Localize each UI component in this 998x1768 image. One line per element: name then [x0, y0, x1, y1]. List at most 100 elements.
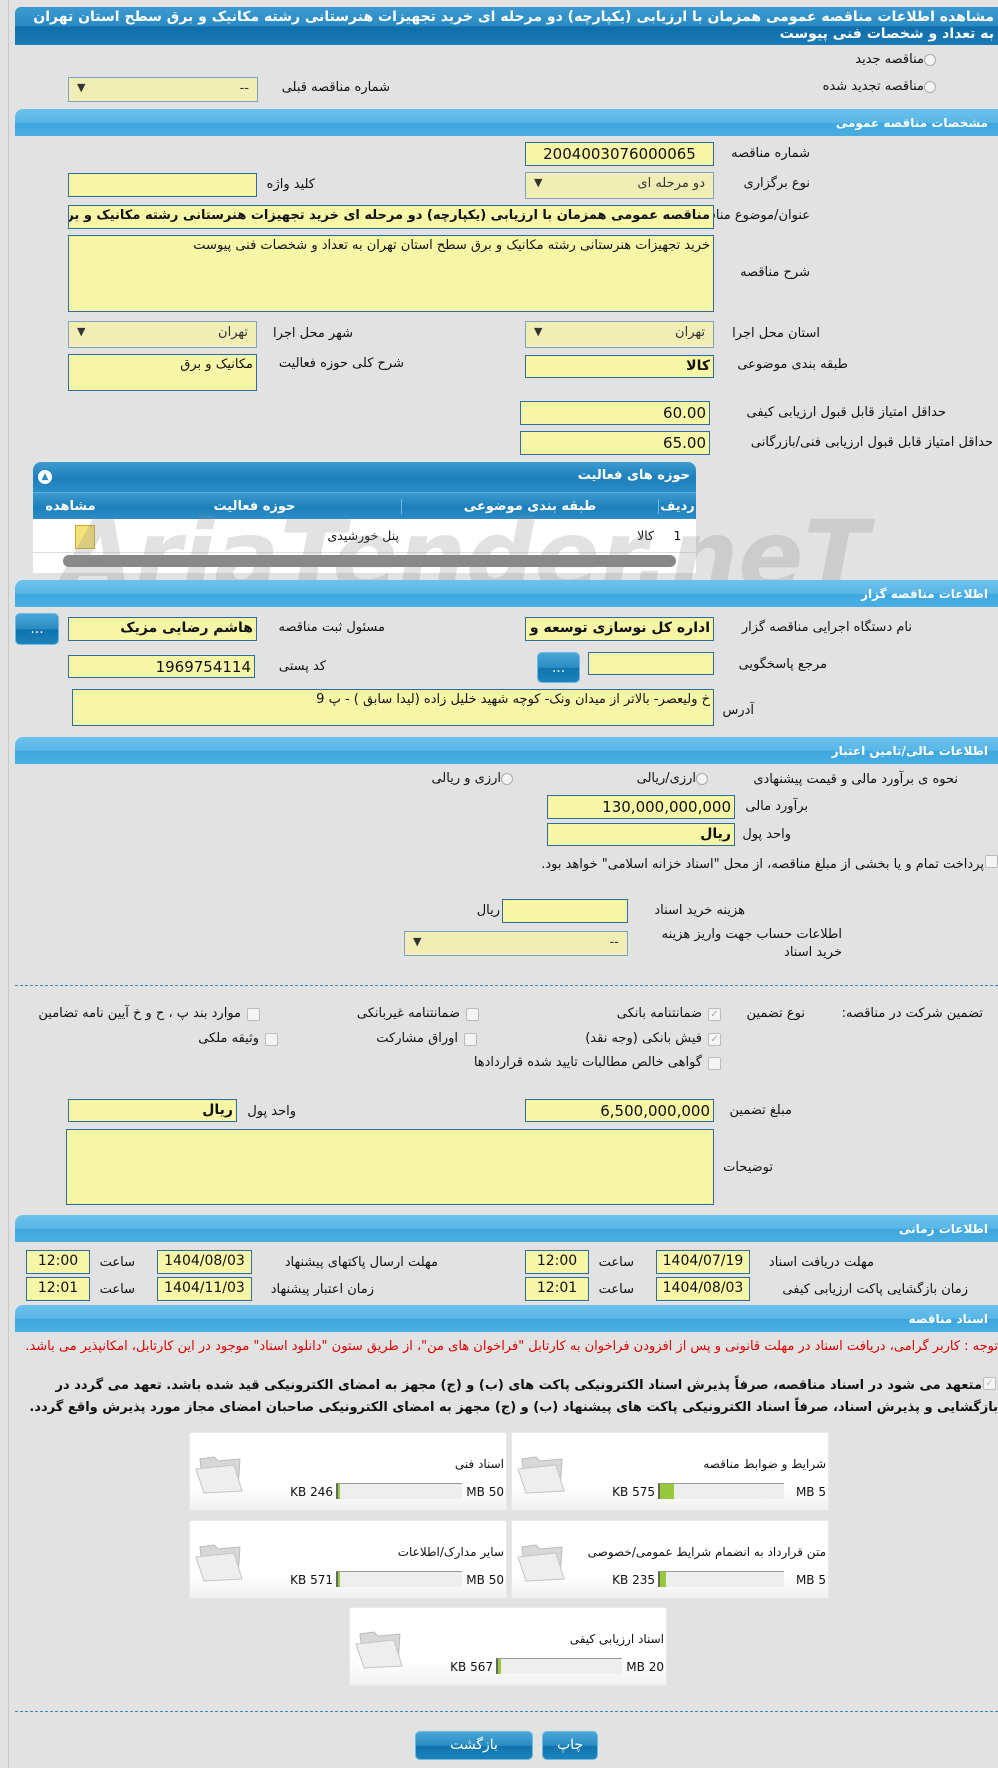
doc-fee-unit: ریال	[476, 903, 500, 918]
document-used-size: 235 KB	[612, 1573, 655, 1587]
prev-number-label: شماره مناقصه قبلی	[281, 80, 390, 95]
keyword-field[interactable]	[68, 173, 257, 197]
select-reference-button[interactable]: ...	[537, 652, 580, 683]
treasury-checkbox[interactable]	[985, 855, 998, 868]
commitment-checkbox[interactable]: ✓	[983, 1377, 996, 1390]
cell-category: کالا	[637, 528, 654, 543]
collapse-icon[interactable]: ▲	[38, 470, 52, 484]
document-name: سایر مدارک/اطلاعات	[397, 1545, 504, 1559]
guarantee-option-label: گواهی خالص مطالبات تایید شده قراردادها	[473, 1055, 702, 1070]
postal-field[interactable]: 1969754114	[68, 655, 255, 678]
document-name: متن قرارداد به انضمام شرایط عمومی/خصوصی	[587, 1545, 826, 1559]
document-card[interactable]: اسناد ارزیابی کیفی 20 MB 567 KB	[349, 1607, 667, 1686]
select-responsible-button[interactable]: ...	[15, 613, 59, 645]
notes-textarea[interactable]	[66, 1129, 714, 1205]
min-quality-field[interactable]: 60.00	[520, 401, 710, 425]
guarantee-unit-field[interactable]: ریال	[68, 1099, 237, 1122]
activity-field[interactable]: مکانیک و برق	[68, 354, 257, 391]
folder-icon[interactable]	[354, 1626, 406, 1670]
select-value: تهران	[218, 325, 248, 340]
ref-label: مرجع پاسخگویی	[738, 657, 827, 672]
document-size-bar	[336, 1483, 462, 1499]
guarantee-checkbox[interactable]	[466, 1008, 479, 1021]
doc-fee-field[interactable]	[502, 899, 628, 923]
radio-new-tender[interactable]: مناقصه جدید	[855, 52, 936, 67]
submit-time[interactable]: 12:00	[26, 1250, 90, 1274]
folder-icon[interactable]	[194, 1451, 246, 1495]
radio-foreign-and-rial[interactable]: ارزی و ریالی	[431, 771, 513, 786]
folder-icon[interactable]	[194, 1539, 246, 1583]
subject-field[interactable]: مناقصه عمومی همزمان با ارزیابی (یکپارچه)…	[68, 205, 714, 229]
notes-label: توضیحات	[723, 1160, 773, 1175]
back-button[interactable]: بازگشت	[415, 1731, 533, 1760]
document-card[interactable]: شرایط و ضوابط مناقصه 5 MB 575 KB	[511, 1432, 829, 1511]
radio-icon[interactable]	[696, 772, 708, 785]
min-tech-field[interactable]: 65.00	[520, 431, 710, 455]
guarantee-checkbox[interactable]	[708, 1057, 721, 1070]
select-value: --	[239, 81, 249, 96]
print-button[interactable]: چاپ	[542, 1731, 598, 1760]
radio-icon[interactable]	[924, 53, 936, 66]
city-select[interactable]: تهران ▼	[68, 321, 257, 348]
validity-date[interactable]: 1404/11/03	[157, 1277, 252, 1301]
tender-number-field[interactable]: 2004003076000065	[525, 142, 714, 166]
document-size-fill	[660, 1484, 674, 1499]
guarantee-checkbox[interactable]: ✓	[708, 1008, 721, 1021]
document-card[interactable]: متن قرارداد به انضمام شرایط عمومی/خصوصی …	[511, 1520, 829, 1599]
document-card[interactable]: اسناد فنی 50 MB 246 KB	[189, 1432, 507, 1511]
account-select[interactable]: -- ▼	[404, 931, 628, 956]
category-label: طبقه بندی موضوعی	[737, 357, 848, 372]
org-field[interactable]: اداره کل نوسازی توسعه و	[525, 617, 714, 641]
section-documents: اسناد مناقصه	[15, 1305, 998, 1332]
subject-label: عنوان/موضوع مناقصه	[691, 208, 810, 223]
document-size-fill	[660, 1572, 666, 1587]
hour-label: ساعت	[598, 1255, 634, 1270]
province-select[interactable]: تهران ▼	[525, 321, 714, 348]
folder-icon[interactable]	[516, 1539, 568, 1583]
radio-rial[interactable]: ارزی/ریالی	[637, 771, 708, 786]
col-row: ردیف	[660, 499, 695, 514]
submit-date[interactable]: 1404/08/03	[157, 1250, 252, 1274]
radio-label: مناقصه جدید	[855, 52, 924, 67]
radio-icon[interactable]	[924, 80, 936, 93]
resp-field[interactable]: هاشم رضایی مزیک	[68, 617, 257, 641]
horizontal-scrollbar[interactable]	[63, 555, 676, 567]
table-row: 1 کالا پنل خورشیدی	[33, 519, 696, 553]
document-max-size: 20 MB	[626, 1660, 664, 1674]
estimate-field[interactable]: 130,000,000,000	[547, 795, 735, 819]
document-card[interactable]: سایر مدارک/اطلاعات 50 MB 571 KB	[189, 1520, 507, 1599]
folder-icon[interactable]	[516, 1451, 568, 1495]
type-select[interactable]: دو مرحله ای ▼	[525, 172, 714, 199]
validity-time[interactable]: 12:01	[26, 1277, 90, 1301]
col-field: حوزه فعالیت	[108, 499, 402, 514]
documents-notice: توجه : کاربر گرامی، دریافت اسناد در مهلت…	[25, 1339, 998, 1354]
guarantee-checkbox[interactable]: ✓	[708, 1033, 721, 1046]
guarantee-checkbox[interactable]	[464, 1033, 477, 1046]
view-details-icon[interactable]	[75, 525, 95, 549]
doc-deadline-time[interactable]: 12:00	[525, 1250, 589, 1274]
document-used-size: 575 KB	[612, 1485, 655, 1499]
category-field[interactable]: کالا	[525, 355, 714, 378]
guarantee-option-label: ضمانتنامه غیربانکی	[356, 1006, 460, 1021]
guarantee-checkbox[interactable]	[247, 1008, 260, 1021]
radio-renewed-tender[interactable]: مناقصه تجدید شده	[823, 79, 936, 94]
guarantee-amount-field[interactable]: 6,500,000,000	[525, 1099, 714, 1122]
hour-label: ساعت	[99, 1282, 135, 1297]
unit-field[interactable]: ریال	[547, 823, 735, 846]
open-time[interactable]: 12:01	[525, 1277, 589, 1301]
address-field[interactable]: خ ولیعصر- بالاتر از میدان ونک- کوچه شهید…	[72, 689, 714, 726]
open-date[interactable]: 1404/08/03	[656, 1277, 750, 1301]
guarantee-unit-label: واحد پول	[247, 1104, 296, 1119]
prev-number-select[interactable]: -- ▼	[68, 77, 258, 102]
guarantee-option-label: فیش بانکی (وجه نقد)	[585, 1031, 702, 1046]
doc-deadline-date[interactable]: 1404/07/19	[656, 1250, 750, 1274]
guarantee-checkbox[interactable]	[265, 1033, 278, 1046]
guarantee-option-label: وثیقه ملکی	[198, 1031, 259, 1046]
grid-title: حوزه های فعالیت	[577, 468, 690, 483]
radio-icon[interactable]	[501, 772, 513, 785]
ref-field[interactable]	[588, 652, 714, 675]
validity-label: زمان اعتبار پیشنهاد	[270, 1282, 374, 1297]
min-quality-label: حداقل امتیاز قابل قبول ارزیابی کیفی	[746, 405, 946, 420]
document-used-size: 246 KB	[290, 1485, 333, 1499]
desc-textarea[interactable]: خرید تجهیزات هنرستانی رشته مکانیک و برق …	[68, 235, 714, 312]
